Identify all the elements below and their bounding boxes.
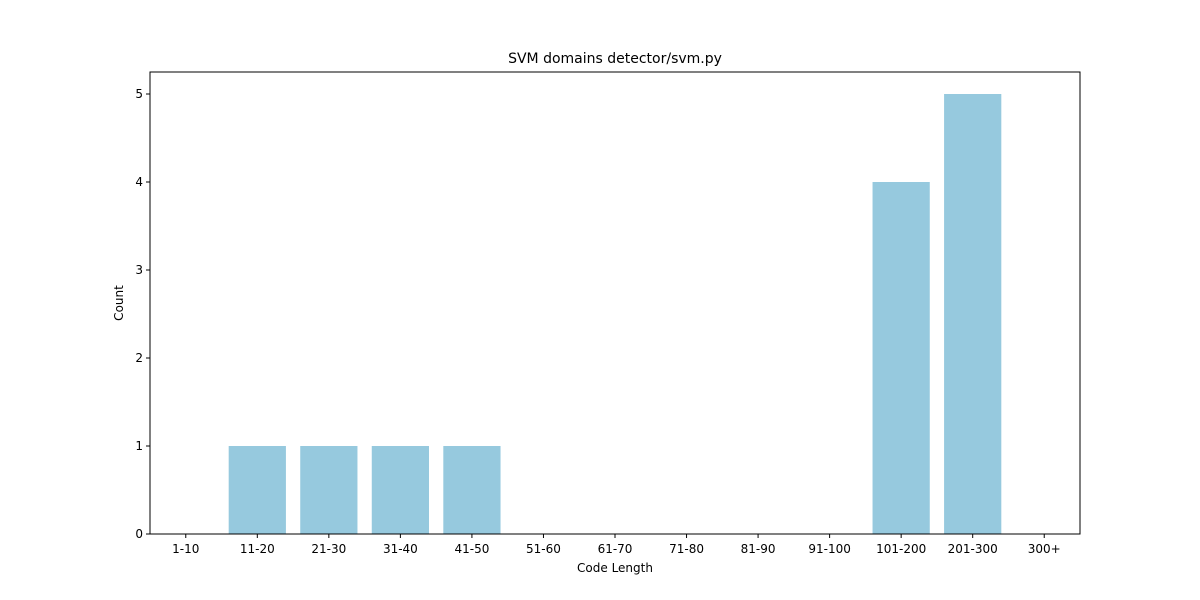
x-tick-label: 21-30 xyxy=(311,542,346,556)
bar-201-300 xyxy=(944,94,1002,534)
y-tick-label: 0 xyxy=(135,527,143,541)
y-tick-label: 3 xyxy=(135,263,143,277)
bar-11-20 xyxy=(228,446,286,534)
y-axis-ticks: 0 1 2 3 4 5 xyxy=(135,87,150,541)
x-tick-label: 81-90 xyxy=(741,542,776,556)
x-axis-label: Code Length xyxy=(577,561,653,575)
y-tick-label: 5 xyxy=(135,87,143,101)
x-tick-label: 201-300 xyxy=(948,542,998,556)
bars-group xyxy=(228,94,1002,534)
y-tick-label: 1 xyxy=(135,439,143,453)
y-tick-label: 4 xyxy=(135,175,143,189)
bar-101-200 xyxy=(872,182,930,534)
x-axis-ticks: 1-10 11-20 21-30 31-40 41-50 51-60 61-70 71-80 8… xyxy=(172,534,1061,556)
bar-21-30 xyxy=(300,446,358,534)
x-tick-label: 1-10 xyxy=(172,542,199,556)
chart-title: SVM domains detector/svm.py xyxy=(508,51,722,67)
x-tick-label: 71-80 xyxy=(669,542,704,556)
x-tick-label: 300+ xyxy=(1028,542,1061,556)
x-tick-label: 51-60 xyxy=(526,542,561,556)
y-axis-label: Count xyxy=(112,285,126,321)
x-tick-label: 11-20 xyxy=(240,542,275,556)
x-tick-label: 31-40 xyxy=(383,542,418,556)
bar-31-40 xyxy=(371,446,429,534)
x-tick-label: 91-100 xyxy=(808,542,851,556)
bar-41-50 xyxy=(443,446,501,534)
x-tick-label: 41-50 xyxy=(454,542,489,556)
x-tick-label: 101-200 xyxy=(876,542,926,556)
plot-frame xyxy=(149,71,1081,535)
y-tick-label: 2 xyxy=(135,351,143,365)
x-tick-label: 61-70 xyxy=(598,542,633,556)
